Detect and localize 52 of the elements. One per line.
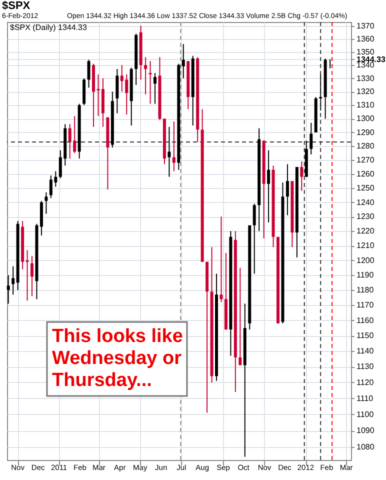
candlestick — [30, 255, 34, 297]
chart-title: $SPX — [2, 0, 31, 12]
candlestick — [26, 250, 29, 302]
y-tick-label: 1300 — [356, 114, 375, 124]
candlestick — [168, 126, 171, 178]
candlestick — [44, 192, 48, 214]
candlestick — [144, 56, 148, 95]
y-tick-label: 1150 — [356, 331, 374, 340]
y-tick-label: 1220 — [356, 226, 375, 236]
y-tick-label: 1130 — [356, 362, 374, 372]
annotation: $SPX (Daily) 1344.33 — [10, 23, 88, 32]
candlestick — [87, 59, 90, 88]
candlestick — [116, 68, 119, 114]
candlestick — [252, 203, 256, 274]
y-tick-label: 1260 — [356, 170, 375, 179]
y-tick-label: 1120 — [356, 378, 374, 387]
y-tick-label: 1330 — [356, 74, 375, 83]
y-tick-label: 1370 — [356, 21, 375, 30]
candlestick — [238, 267, 242, 366]
y-tick-label: 1280 — [356, 142, 375, 151]
y-tick-label: 1250 — [356, 184, 375, 193]
y-tick-label: 1110 — [356, 394, 374, 403]
candlestick — [6, 274, 10, 304]
y-tick-label: 1310 — [356, 100, 375, 110]
y-tick-label: 1170 — [356, 300, 374, 310]
y-tick-label: 1080 — [356, 442, 375, 452]
y-tick-label: 1270 — [356, 156, 375, 165]
candlestick — [172, 120, 176, 172]
y-tick-label: 1320 — [356, 87, 375, 96]
y-tick-label: 1240 — [356, 198, 375, 207]
y-tick-label: 1290 — [356, 128, 375, 137]
y-tick-label: 1230 — [356, 212, 375, 222]
y-tick-label: 1200 — [356, 256, 375, 265]
y-tick-label: 1210 — [356, 241, 375, 250]
y-tick-label: 1090 — [356, 426, 375, 436]
y-tick-label: 1350 — [356, 47, 375, 56]
y-tick-label: 1100 — [356, 410, 374, 419]
candlestick — [310, 122, 313, 155]
y-tick-label: 1140 — [356, 346, 374, 356]
y-tick-label: 1360 — [356, 34, 375, 44]
annotation: This looks like Wednesday or Thursday... — [52, 326, 183, 391]
candlestick — [154, 72, 157, 104]
candlestick — [148, 60, 152, 104]
candlestick — [300, 160, 304, 192]
y-tick-label: 1160 — [356, 316, 374, 325]
candlestick — [267, 150, 270, 223]
candlestick — [286, 164, 289, 216]
candlestick — [182, 44, 185, 79]
y-tick-label: 1180 — [356, 286, 374, 295]
candlestick — [12, 266, 15, 296]
candlestick — [220, 216, 223, 303]
y-tick-label: 1190 — [356, 270, 374, 280]
